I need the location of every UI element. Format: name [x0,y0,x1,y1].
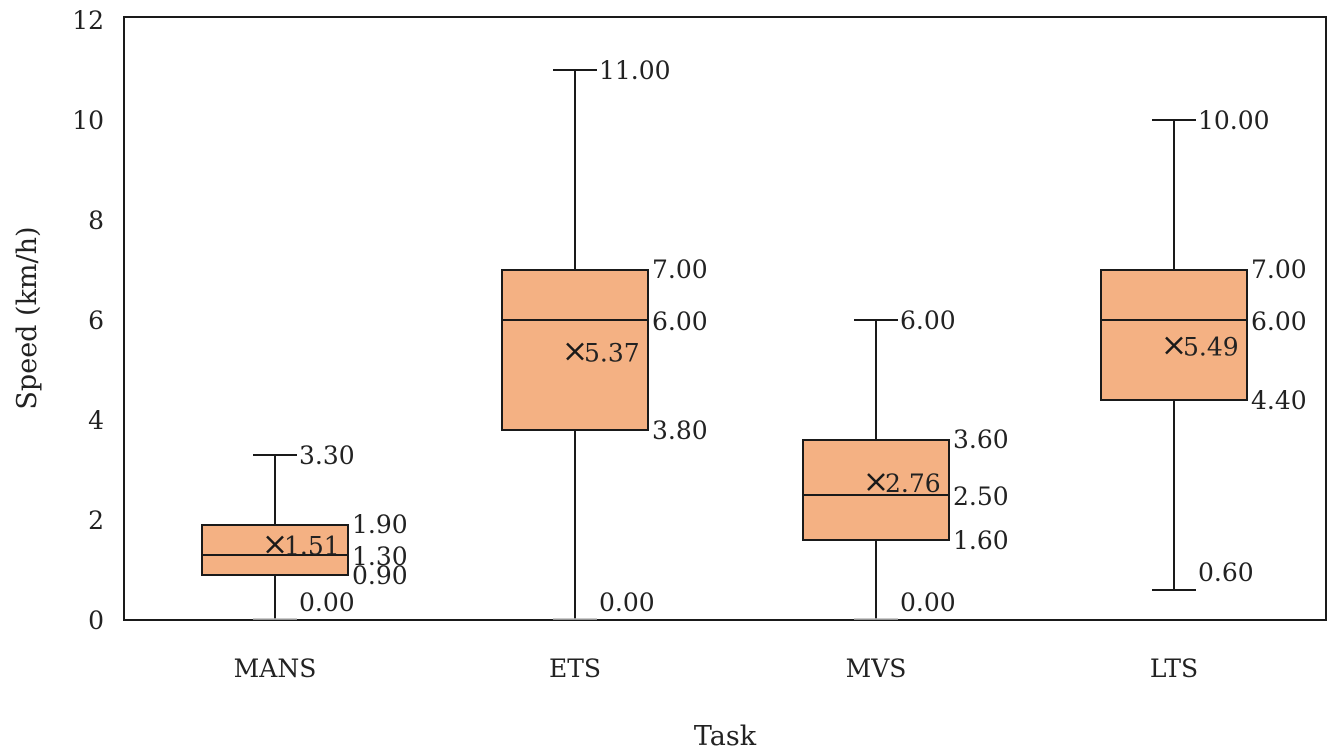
q3-label: 1.90 [352,510,408,539]
box-series: 3.301.901.300.900.001.5111.007.006.003.8… [201,56,1307,620]
min-label: 0.00 [599,588,655,617]
y-tick-label: 8 [88,206,104,235]
y-tick-label: 0 [88,606,104,635]
iqr-box [201,524,349,576]
q1-label: 1.60 [953,526,1009,555]
max-label: 3.30 [299,441,355,470]
plot-area-frame [123,16,1327,621]
x-tick-label: MANS [234,654,317,683]
box-group-ets: 11.00 7.00 6.00 3.80 0.00 5.37 [501,56,708,620]
q3-label: 7.00 [652,255,708,284]
median-label: 6.00 [1251,307,1307,336]
y-tick-label: 6 [88,306,104,335]
box-group-mans: 3.30 1.90 1.300.900.00 1.51 [201,441,408,620]
mean-marker [566,342,584,361]
min-label: 0.00 [299,588,355,617]
mean-marker [266,535,284,554]
x-tick-label: MVS [846,654,907,683]
x-tick-label: LTS [1150,654,1198,683]
y-axis-title: Speed (km/h) [12,226,43,409]
median-label: 2.50 [953,482,1009,511]
q1-label: 0.90 [352,561,408,590]
iqr-box [802,439,950,541]
max-label: 11.00 [599,56,671,85]
q3-label: 3.60 [953,425,1009,454]
y-tick-label: 2 [88,506,104,535]
mean-label: 1.51 [284,532,340,561]
median-label: 1.30 [352,542,408,571]
median-label: 6.00 [652,307,708,336]
box-group-mvs: 6.00 3.60 2.50 1.60 0.00 2.76 [802,306,1009,620]
mean-marker [867,473,885,491]
q1-label: 3.80 [652,416,708,445]
mean-label: 5.49 [1183,333,1239,362]
y-tick-label: 4 [88,406,104,435]
min-label: 0.60 [1198,558,1254,587]
max-label: 10.00 [1198,106,1270,135]
max-label: 6.00 [900,306,956,335]
min-label: 0.00 [900,588,956,617]
q3-label: 7.00 [1251,255,1307,284]
y-tick-label: 12 [72,6,104,35]
mean-marker [1165,336,1183,355]
x-axis-categories: MANS ETS MVS LTS [234,654,1199,683]
iqr-box [1100,269,1248,401]
q1-label: 4.40 [1251,386,1307,415]
y-tick-label: 10 [72,106,104,135]
x-axis-title: Task [694,721,757,752]
box-group-lts: 10.00 7.00 6.00 4.40 0.60 5.49 [1100,106,1307,591]
x-tick-label: ETS [549,654,601,683]
y-axis-ticks: 0 2 4 6 8 10 12 [72,6,104,635]
mean-label: 5.37 [584,339,640,368]
mean-label: 2.76 [885,469,941,498]
